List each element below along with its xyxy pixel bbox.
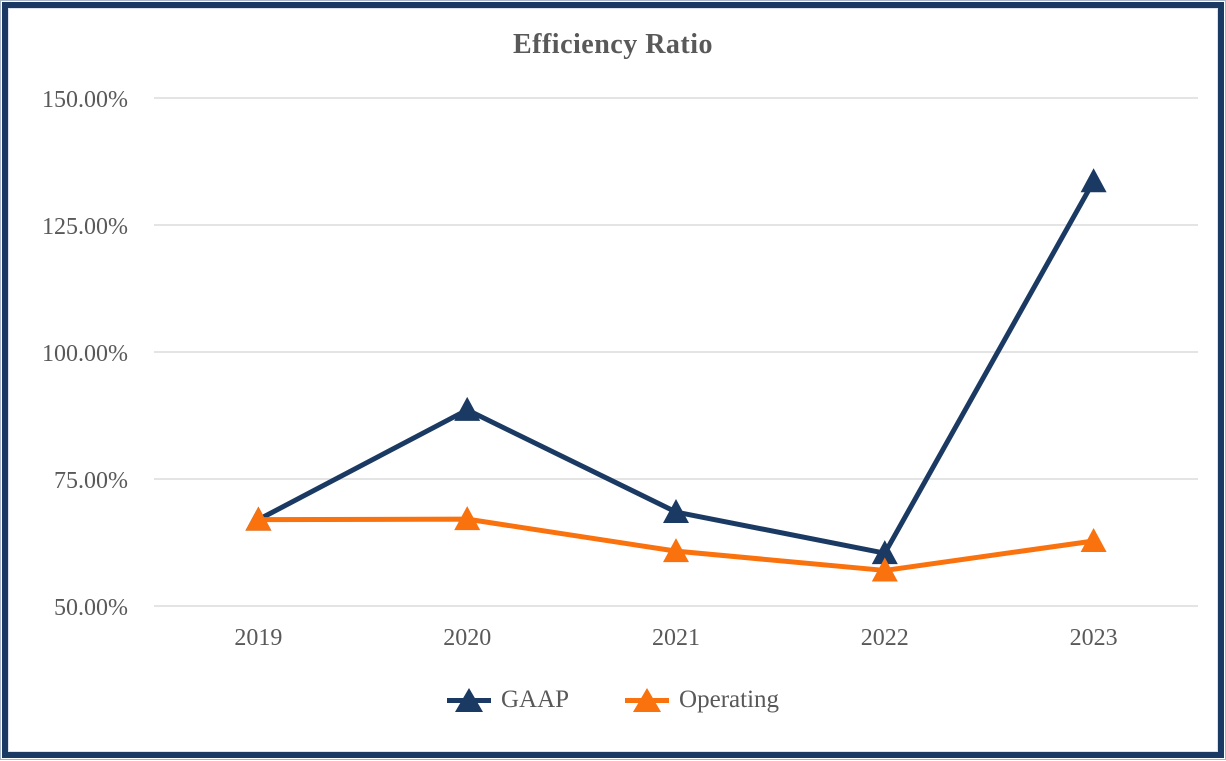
data-point-operating-2019 [245,506,272,531]
chart-title: Efficiency Ratio [512,29,714,60]
legend: GAAP Operating [1,687,1225,713]
y-axis-tick-label: 150.00% [42,87,128,113]
data-point-operating-2021 [663,538,689,563]
data-point-gaap-2021 [663,499,689,524]
legend-label-gaap: GAAP [500,686,570,713]
data-point-gaap-2020 [454,396,481,421]
legend-item-operating: Operating [625,687,779,713]
operating-triangle-marker-icon [625,687,670,713]
data-point-gaap-2022 [871,540,898,565]
y-axis-tick-label: 50.00% [54,595,128,621]
data-point-gaap-2023 [1080,168,1107,193]
y-axis-tick-label: 75.00% [54,468,128,494]
data-point-operating-2022 [871,557,898,582]
x-axis-tick-label: 2020 [443,625,491,651]
x-axis-tick-label: 2022 [861,625,909,651]
y-axis-tick-label: 100.00% [42,341,128,367]
x-axis-tick-label: 2019 [234,625,282,651]
series-line-gaap [255,178,1097,556]
gaap-triangle-marker-icon [446,687,491,713]
legend-item-gaap: GAAP [446,686,570,713]
data-point-operating-2020 [454,506,481,531]
x-axis-tick-label: 2021 [652,625,700,651]
x-axis-tick-label: 2023 [1070,625,1118,651]
data-point-operating-2023 [1080,527,1107,552]
legend-label-operating: Operating [679,686,780,713]
y-axis-tick-label: 125.00% [42,214,128,240]
